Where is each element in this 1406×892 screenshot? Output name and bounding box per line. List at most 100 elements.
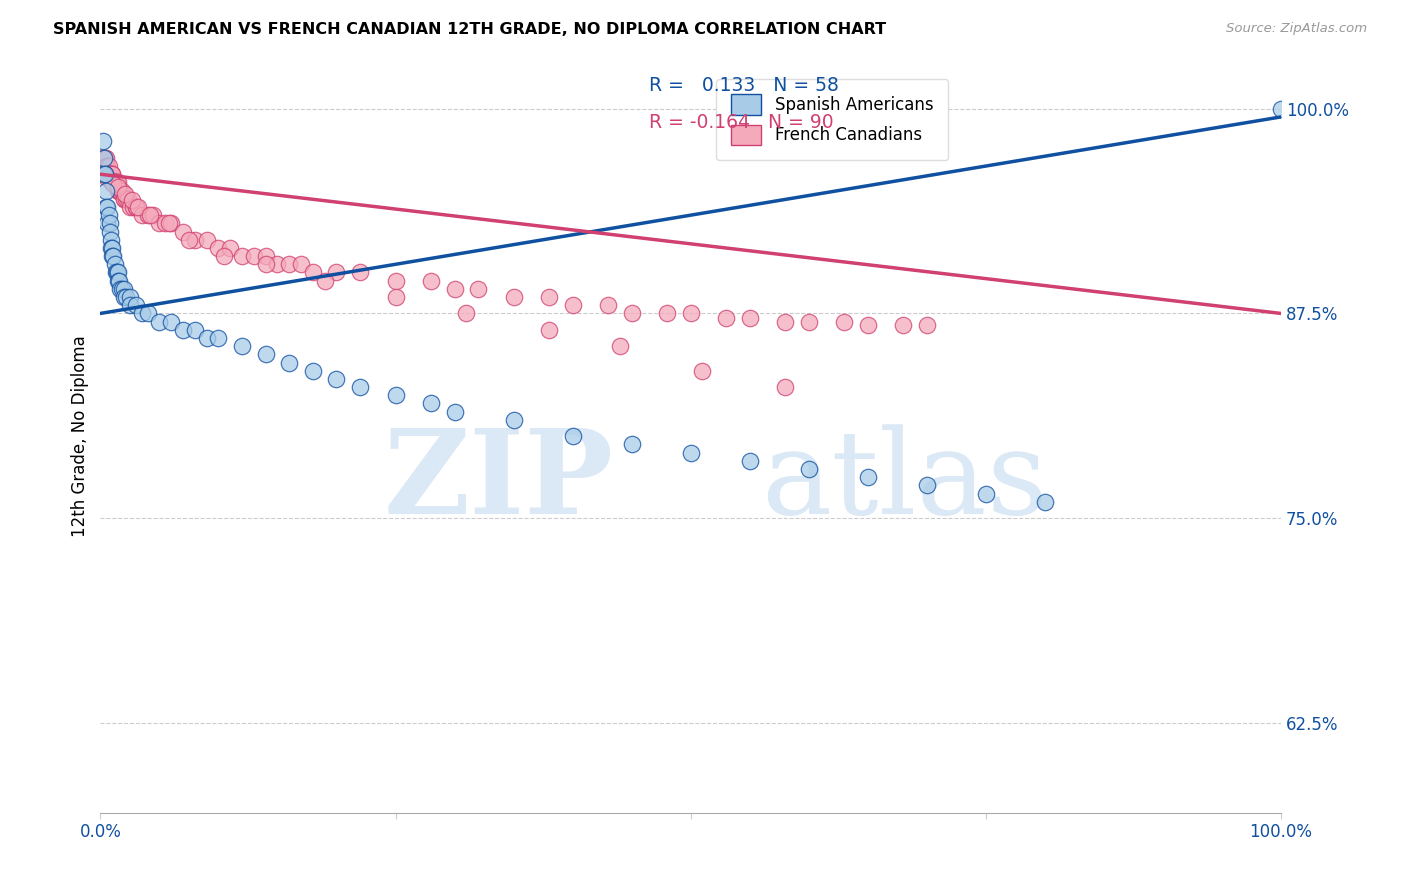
Point <box>121 194 143 208</box>
Point <box>94 167 117 181</box>
Point <box>177 233 200 247</box>
Point <box>107 176 129 190</box>
Point <box>108 274 131 288</box>
Point <box>278 257 301 271</box>
Point <box>136 208 159 222</box>
Point <box>118 298 141 312</box>
Point <box>325 372 347 386</box>
Point <box>157 216 180 230</box>
Point <box>107 184 129 198</box>
Point <box>219 241 242 255</box>
Point <box>655 306 678 320</box>
Point <box>101 167 124 181</box>
Point <box>325 265 347 279</box>
Point <box>100 233 122 247</box>
Point <box>107 274 129 288</box>
Text: R = -0.164   N = 90: R = -0.164 N = 90 <box>650 113 834 132</box>
Point <box>117 192 139 206</box>
Point <box>125 200 148 214</box>
Point <box>112 290 135 304</box>
Text: Source: ZipAtlas.com: Source: ZipAtlas.com <box>1226 22 1367 36</box>
Point <box>91 151 114 165</box>
Point <box>103 257 125 271</box>
Point <box>115 290 138 304</box>
Legend: Spanish Americans, French Canadians: Spanish Americans, French Canadians <box>716 79 948 160</box>
Point <box>122 200 145 214</box>
Point <box>160 216 183 230</box>
Point <box>184 233 207 247</box>
Point <box>98 225 121 239</box>
Point <box>195 331 218 345</box>
Point <box>773 315 796 329</box>
Point <box>502 413 524 427</box>
Point <box>349 265 371 279</box>
Point <box>96 184 118 198</box>
Point <box>125 298 148 312</box>
Point <box>103 176 125 190</box>
Point <box>110 184 132 198</box>
Point <box>98 216 121 230</box>
Point <box>118 200 141 214</box>
Point <box>103 249 125 263</box>
Point <box>97 159 120 173</box>
Point <box>100 174 122 188</box>
Point <box>105 265 128 279</box>
Point <box>915 318 938 332</box>
Point <box>207 241 229 255</box>
Point <box>114 186 136 201</box>
Point <box>172 225 194 239</box>
Point <box>96 170 118 185</box>
Point <box>125 200 148 214</box>
Point <box>714 311 737 326</box>
Point <box>96 200 118 214</box>
Point <box>456 306 478 320</box>
Point <box>96 151 118 165</box>
Point <box>118 290 141 304</box>
Point <box>974 486 997 500</box>
Text: atlas: atlas <box>762 424 1047 539</box>
Point <box>103 176 125 190</box>
Point <box>155 216 177 230</box>
Point <box>302 364 325 378</box>
Point <box>112 282 135 296</box>
Point <box>110 184 132 198</box>
Point <box>254 257 277 271</box>
Point <box>115 192 138 206</box>
Point <box>98 167 121 181</box>
Point <box>797 462 820 476</box>
Point <box>148 315 170 329</box>
Point <box>101 249 124 263</box>
Point <box>160 315 183 329</box>
Point <box>101 167 124 181</box>
Point <box>596 298 619 312</box>
Point <box>419 396 441 410</box>
Point <box>231 339 253 353</box>
Point <box>139 208 162 222</box>
Point <box>537 290 560 304</box>
Point <box>561 298 583 312</box>
Point <box>891 318 914 332</box>
Point <box>107 180 129 194</box>
Point <box>107 265 129 279</box>
Point <box>738 454 761 468</box>
Point <box>184 323 207 337</box>
Point <box>94 167 117 181</box>
Point <box>101 176 124 190</box>
Point <box>419 274 441 288</box>
Point <box>832 315 855 329</box>
Point <box>103 177 125 191</box>
Point <box>254 249 277 263</box>
Text: SPANISH AMERICAN VS FRENCH CANADIAN 12TH GRADE, NO DIPLOMA CORRELATION CHART: SPANISH AMERICAN VS FRENCH CANADIAN 12TH… <box>53 22 887 37</box>
Point <box>131 208 153 222</box>
Point <box>131 306 153 320</box>
Point <box>443 282 465 296</box>
Point <box>96 216 118 230</box>
Point <box>93 167 115 181</box>
Point <box>692 364 714 378</box>
Point <box>1033 495 1056 509</box>
Point <box>679 445 702 459</box>
Point <box>266 257 288 271</box>
Point <box>243 249 266 263</box>
Point <box>856 318 879 332</box>
Point <box>136 306 159 320</box>
